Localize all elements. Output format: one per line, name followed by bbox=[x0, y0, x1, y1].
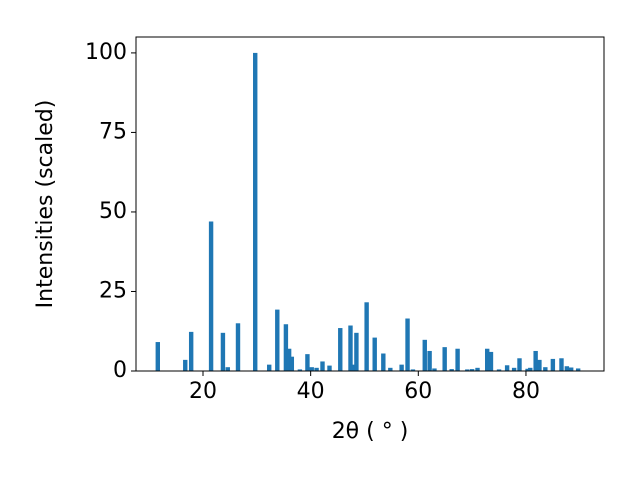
x-tick-label: 40 bbox=[297, 379, 325, 404]
bar bbox=[427, 350, 432, 371]
x-tick-label: 20 bbox=[189, 379, 217, 404]
bar bbox=[449, 369, 454, 371]
bar bbox=[338, 328, 343, 371]
bar bbox=[267, 364, 272, 371]
bar bbox=[488, 351, 494, 371]
bar bbox=[568, 367, 574, 371]
bar bbox=[405, 318, 410, 371]
bar bbox=[275, 309, 280, 371]
y-tick-label: 25 bbox=[99, 278, 127, 303]
bar bbox=[442, 347, 447, 371]
bar bbox=[305, 354, 310, 371]
bar bbox=[309, 367, 314, 371]
bar bbox=[314, 367, 319, 371]
bar bbox=[220, 332, 226, 371]
bar bbox=[348, 325, 353, 371]
bar bbox=[432, 368, 437, 371]
bar bbox=[297, 369, 303, 371]
bar bbox=[364, 302, 369, 371]
bar bbox=[465, 369, 470, 371]
bar bbox=[559, 358, 564, 371]
bar bbox=[327, 365, 332, 371]
bar bbox=[188, 331, 194, 371]
bar bbox=[517, 358, 522, 371]
y-tick-label: 75 bbox=[99, 119, 127, 144]
bar bbox=[286, 348, 292, 371]
bar bbox=[496, 369, 502, 371]
bar bbox=[511, 367, 517, 371]
y-tick-label: 0 bbox=[113, 358, 127, 383]
bar bbox=[235, 323, 241, 371]
bar bbox=[183, 359, 188, 371]
bar bbox=[155, 342, 160, 371]
bar bbox=[533, 350, 538, 371]
bar bbox=[528, 367, 533, 371]
bar bbox=[289, 356, 295, 371]
bar bbox=[485, 348, 490, 371]
bar bbox=[422, 339, 427, 371]
bar bbox=[354, 332, 359, 371]
y-tick-label: 100 bbox=[85, 40, 127, 65]
bar bbox=[283, 324, 289, 371]
bar bbox=[504, 365, 510, 371]
bar bbox=[350, 364, 355, 371]
bar bbox=[253, 52, 258, 372]
x-tick-label: 80 bbox=[512, 379, 540, 404]
bar bbox=[208, 221, 214, 371]
bar bbox=[575, 368, 581, 371]
bar bbox=[225, 367, 230, 371]
y-axis-label: Intensities (scaled) bbox=[33, 100, 58, 309]
y-tick-label: 50 bbox=[99, 199, 127, 224]
x-axis-label: 2θ ( ° ) bbox=[332, 419, 409, 444]
bar bbox=[525, 368, 530, 371]
bar bbox=[543, 367, 548, 371]
bar bbox=[475, 367, 480, 371]
bar bbox=[564, 366, 570, 371]
bar bbox=[399, 364, 404, 371]
plot-frame bbox=[135, 36, 605, 372]
bar bbox=[469, 369, 475, 371]
bar bbox=[381, 353, 386, 371]
x-tick-label: 60 bbox=[404, 379, 432, 404]
bar bbox=[410, 369, 416, 371]
bar bbox=[372, 337, 377, 371]
bar bbox=[320, 361, 325, 371]
bar bbox=[537, 359, 542, 371]
bar bbox=[455, 348, 460, 371]
bar bbox=[550, 358, 556, 371]
bar bbox=[388, 367, 393, 371]
